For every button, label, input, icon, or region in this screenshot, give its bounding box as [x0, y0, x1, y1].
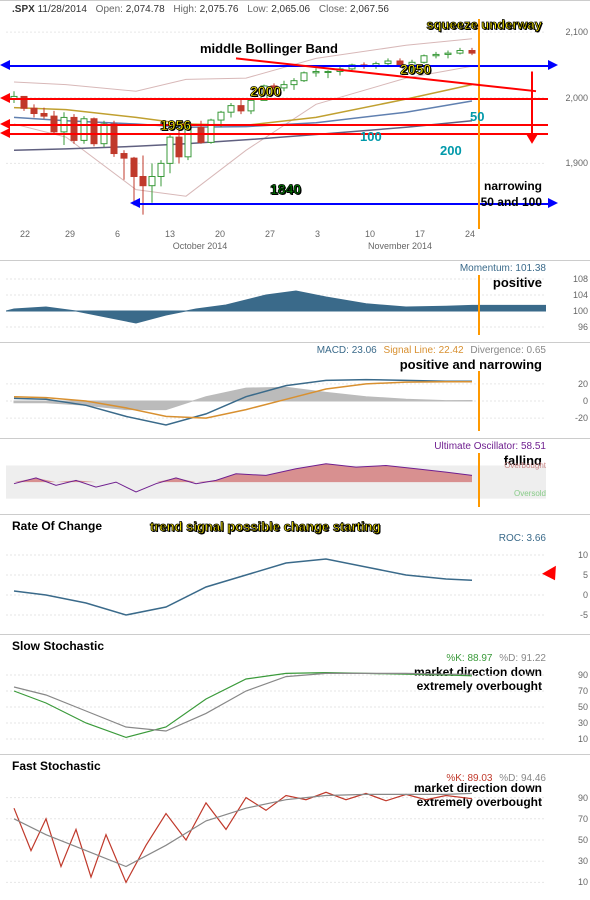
ann-ma200: 200	[440, 143, 462, 158]
ann-roc: trend signal possible change starting	[150, 519, 380, 534]
ann-macd: positive and narrowing	[400, 357, 542, 372]
roc-chart	[6, 547, 546, 627]
roc-title: Rate Of Change	[12, 519, 102, 533]
ann-2000: 2000	[250, 83, 281, 99]
ann-ma100: 100	[360, 129, 382, 144]
fast-y-axis: 1030507090	[548, 787, 588, 893]
roc-y-axis: -50510	[548, 547, 588, 627]
macd-vline	[478, 371, 480, 431]
momentum-y-axis: 96100104108	[548, 275, 588, 335]
price-x-axis: 222961320273101724October 2014November 2…	[0, 229, 540, 257]
momentum-label: Momentum: 101.38	[460, 263, 546, 274]
uo-panel: Ultimate Oscillator: 58.51 falling Overb…	[0, 438, 590, 510]
ann-squeeze: squeeze underway	[426, 17, 542, 32]
fast-stoch-panel: Fast Stochastic %K: 89.03 %D: 94.46 mark…	[0, 754, 590, 896]
ann-1956: 1956	[160, 117, 191, 133]
slow-stoch-panel: Slow Stochastic %K: 88.97 %D: 91.22 mark…	[0, 634, 590, 750]
roc-label: ROC: 3.66	[499, 533, 546, 544]
ann-narrow: narrowing	[484, 179, 542, 193]
macd-label: MACD: 23.06 Signal Line: 22.42 Divergenc…	[317, 345, 546, 356]
ann-50-100: 50 and 100	[481, 195, 542, 209]
ann-1840: 1840	[270, 181, 301, 197]
momentum-chart	[6, 275, 546, 335]
uo-os: Oversold	[514, 489, 546, 498]
mom-vline	[478, 275, 480, 335]
uo-ob: Overbought	[504, 461, 546, 470]
uo-label: Ultimate Oscillator: 58.51	[434, 441, 546, 452]
uo-chart	[6, 453, 546, 507]
uo-vline	[478, 453, 480, 507]
line-2050	[6, 65, 548, 67]
line-1956	[6, 124, 548, 126]
fast-chart	[6, 787, 546, 893]
momentum-panel: Momentum: 101.38 positive 96100104108	[0, 260, 590, 338]
fast-title: Fast Stochastic	[12, 759, 101, 773]
slow-label: %K: 88.97 %D: 91.22	[446, 653, 546, 664]
macd-panel: MACD: 23.06 Signal Line: 22.42 Divergenc…	[0, 342, 590, 434]
ann-2050: 2050	[400, 61, 431, 77]
price-panel: 1,9002,0002,100 222961320273101724Octobe…	[0, 0, 590, 260]
macd-y-axis: -20020	[548, 371, 588, 431]
slow-title: Slow Stochastic	[12, 639, 104, 653]
roc-panel: Rate Of Change ROC: 3.66 trend signal po…	[0, 514, 590, 630]
line-1956b	[6, 133, 548, 135]
ann-ma50: 50	[470, 109, 484, 124]
slow-y-axis: 1030507090	[548, 667, 588, 747]
ann-bb: middle Bollinger Band	[200, 41, 338, 56]
slow-chart	[6, 667, 546, 747]
macd-chart	[6, 371, 546, 431]
